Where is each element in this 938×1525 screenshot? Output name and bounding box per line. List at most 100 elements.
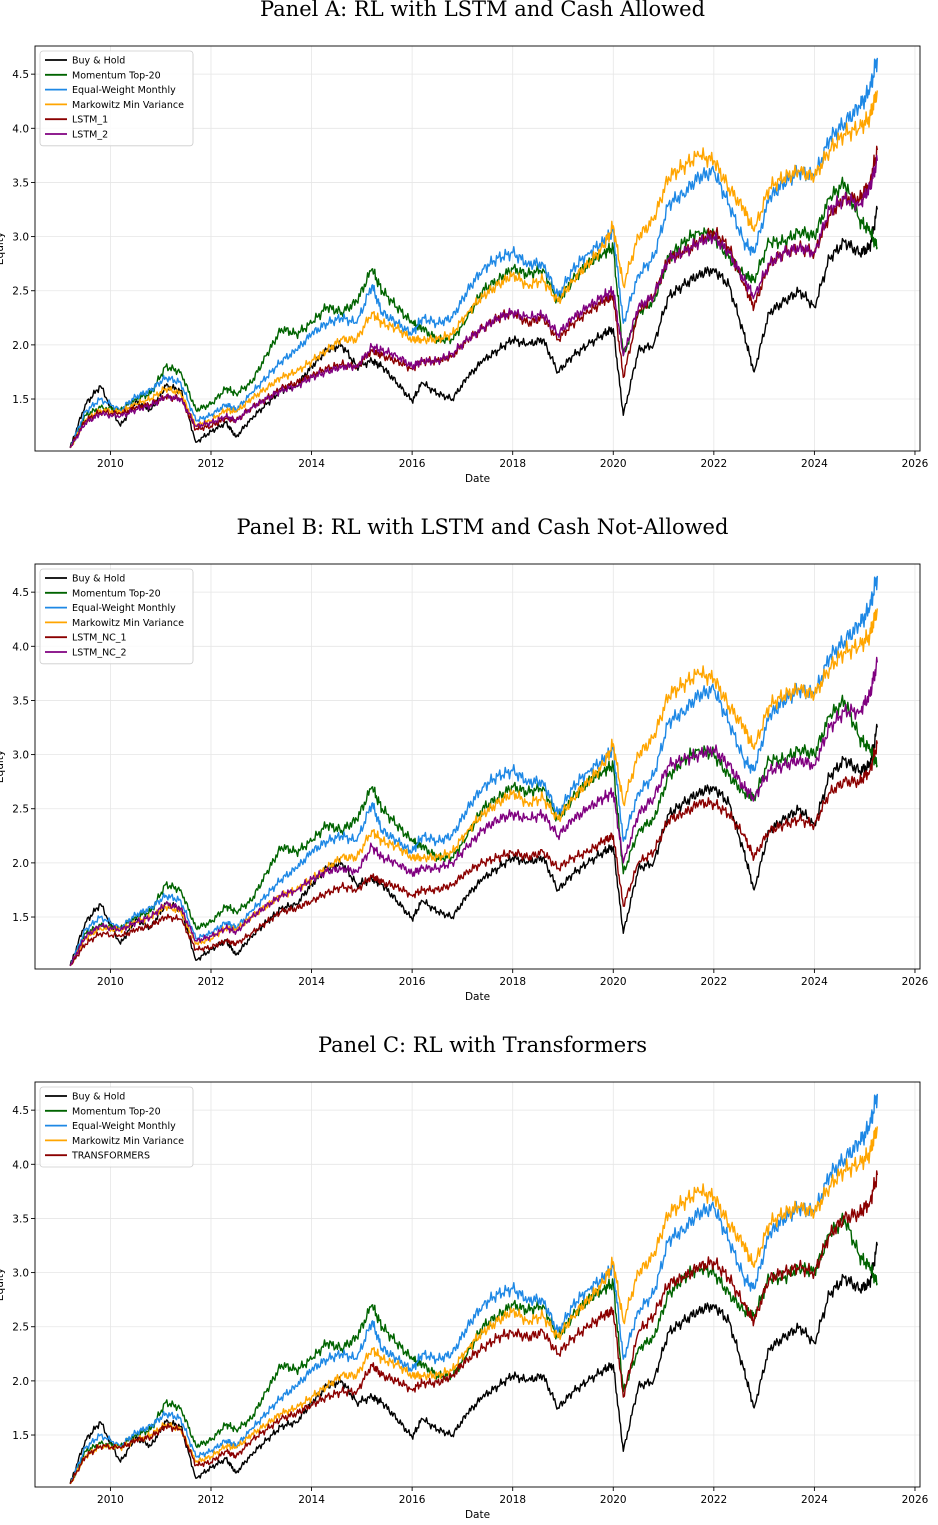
x-tick-label: 2026 — [902, 458, 929, 470]
x-tick-label: 2012 — [198, 1494, 225, 1506]
legend-entry: Buy & Hold — [72, 56, 125, 67]
series-line-lstm-nc-1 — [69, 740, 878, 967]
x-tick-label: 2018 — [499, 1494, 526, 1506]
legend: Buy & Hold Momentum Top-20 Equal-Weight Mo… — [39, 50, 194, 147]
x-tick-label: 2018 — [499, 458, 526, 470]
y-tick-label: 2.0 — [12, 1376, 29, 1388]
x-axis-label: Date — [465, 473, 490, 485]
series-line-markowitz-min-variance — [69, 1126, 878, 1485]
series-line-momentum-top-20 — [69, 694, 878, 967]
x-axis-label: Date — [465, 991, 490, 1003]
plot-frame — [34, 563, 921, 970]
legend-entry: LSTM_2 — [72, 130, 108, 141]
y-tick-label: 2.0 — [12, 340, 29, 352]
x-tick-label: 2010 — [97, 458, 124, 470]
panel-3: Panel C: RL with Transformers 2010 2012 201… — [0, 1033, 929, 1521]
legend: Buy & Hold Momentum Top-20 Equal-Weight Mo… — [39, 1086, 194, 1168]
legend-entry: Buy & Hold — [72, 574, 125, 585]
x-axis-label: Date — [465, 1509, 490, 1521]
y-tick-label: 3.0 — [12, 232, 29, 244]
y-tick-label: 4.0 — [12, 641, 29, 653]
x-tick-label: 2012 — [198, 976, 225, 988]
x-tick-label: 2010 — [97, 976, 124, 988]
x-tick-label: 2020 — [600, 1494, 627, 1506]
y-tick-label: 3.0 — [12, 750, 29, 762]
x-tick-label: 2024 — [801, 976, 828, 988]
legend-entry: Momentum Top-20 — [72, 70, 161, 81]
series-group — [69, 575, 878, 967]
legend-box — [39, 568, 194, 665]
x-tick-label: 2014 — [298, 976, 325, 988]
y-tick-label: 4.0 — [12, 1159, 29, 1171]
chart-title: Panel C: RL with Transformers — [318, 1033, 647, 1057]
series-line-buy-hold — [69, 1241, 878, 1484]
chart-title: Panel A: RL with LSTM and Cash Allowed — [260, 0, 705, 21]
y-tick-label: 2.5 — [12, 804, 29, 816]
x-tick-label: 2024 — [801, 458, 828, 470]
series-line-momentum-top-20 — [69, 176, 878, 449]
y-tick-label: 4.5 — [12, 587, 29, 599]
x-tick-label: 2022 — [700, 458, 727, 470]
y-tick-label: 3.5 — [12, 695, 29, 707]
panel-1: Panel A: RL with LSTM and Cash Allowed 20… — [0, 0, 929, 485]
y-tick-label: 2.0 — [12, 858, 29, 870]
x-tick-label: 2014 — [298, 1494, 325, 1506]
y-tick-label: 3.5 — [12, 1213, 29, 1225]
y-tick-label: 1.5 — [12, 912, 29, 924]
y-tick-label: 3.0 — [12, 1268, 29, 1280]
plot-frame — [34, 1081, 921, 1488]
y-axis-label: Equity — [0, 750, 6, 783]
x-tick-label: 2022 — [700, 1494, 727, 1506]
series-line-equal-weight-monthly — [69, 57, 878, 449]
plot-frame — [34, 45, 921, 452]
x-tick-label: 2018 — [499, 976, 526, 988]
legend-box — [39, 50, 194, 147]
x-tick-label: 2016 — [399, 1494, 426, 1506]
legend-entry: Markowitz Min Variance — [72, 100, 184, 111]
legend-entry: Equal-Weight Monthly — [72, 603, 176, 614]
x-tick-label: 2022 — [700, 976, 727, 988]
series-group — [69, 57, 878, 449]
legend-entry: LSTM_1 — [72, 115, 108, 126]
x-tick-label: 2016 — [399, 458, 426, 470]
series-line-momentum-top-20 — [69, 1212, 878, 1485]
series-line-lstm-1 — [69, 145, 878, 449]
y-tick-label: 2.5 — [12, 286, 29, 298]
x-tick-label: 2014 — [298, 458, 325, 470]
series-line-equal-weight-monthly — [69, 575, 878, 967]
y-tick-label: 1.5 — [12, 394, 29, 406]
series-line-lstm-2 — [69, 154, 878, 449]
legend-entry: TRANSFORMERS — [71, 1151, 150, 1162]
series-line-transformers — [69, 1170, 878, 1485]
legend: Buy & Hold Momentum Top-20 Equal-Weight Mo… — [39, 568, 194, 665]
series-line-lstm-nc-2 — [69, 656, 878, 967]
y-tick-label: 4.5 — [12, 1105, 29, 1117]
legend-entry: LSTM_NC_2 — [72, 648, 127, 659]
series-line-markowitz-min-variance — [69, 90, 878, 449]
legend-entry: LSTM_NC_1 — [72, 633, 127, 644]
y-tick-label: 2.5 — [12, 1322, 29, 1334]
legend-entry: Equal-Weight Monthly — [72, 1121, 176, 1132]
y-tick-label: 3.5 — [12, 177, 29, 189]
x-tick-label: 2020 — [600, 976, 627, 988]
y-tick-label: 1.5 — [12, 1430, 29, 1442]
y-axis-label: Equity — [0, 232, 6, 265]
legend-entry: Markowitz Min Variance — [72, 1136, 184, 1147]
series-group — [69, 1093, 878, 1485]
panel-2: Panel B: RL with LSTM and Cash Not-Allow… — [0, 515, 929, 1003]
y-tick-label: 4.0 — [12, 123, 29, 135]
legend-entry: Momentum Top-20 — [72, 588, 161, 599]
legend-entry: Equal-Weight Monthly — [72, 85, 176, 96]
x-tick-label: 2010 — [97, 1494, 124, 1506]
x-tick-label: 2024 — [801, 1494, 828, 1506]
legend-entry: Markowitz Min Variance — [72, 618, 184, 629]
chart-title: Panel B: RL with LSTM and Cash Not-Allow… — [237, 515, 729, 539]
x-tick-label: 2016 — [399, 976, 426, 988]
legend-entry: Momentum Top-20 — [72, 1106, 161, 1117]
x-tick-label: 2012 — [198, 458, 225, 470]
series-line-equal-weight-monthly — [69, 1093, 878, 1485]
series-line-buy-hold — [69, 205, 878, 448]
y-axis-label: Equity — [0, 1268, 6, 1301]
legend-entry: Buy & Hold — [72, 1092, 125, 1103]
